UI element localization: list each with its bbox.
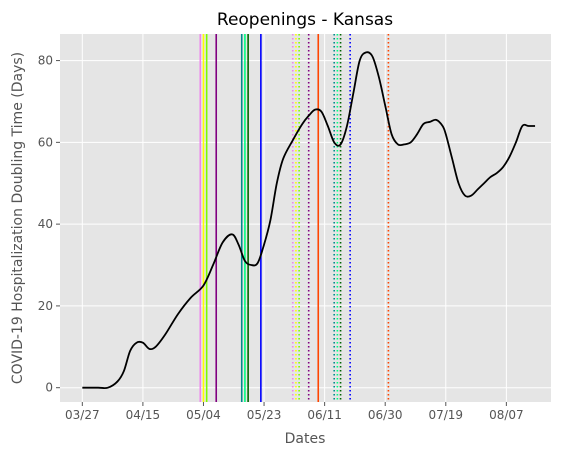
chart-title: Reopenings - Kansas xyxy=(217,10,393,30)
x-tick-label: 04/15 xyxy=(126,408,161,422)
x-tick-label: 08/07 xyxy=(489,408,524,422)
x-tick-label: 03/27 xyxy=(65,408,100,422)
x-tick-label: 05/23 xyxy=(247,408,282,422)
y-tick-label: 60 xyxy=(38,135,53,149)
x-tick-label: 06/11 xyxy=(307,408,342,422)
x-tick-label: 07/19 xyxy=(428,408,463,422)
x-tick-label: 06/30 xyxy=(368,408,403,422)
x-axis-ticks: 03/27 04/15 05/04 05/23 06/11 06/30 07/19 08/07 xyxy=(65,402,524,422)
y-tick-label: 20 xyxy=(38,299,53,313)
x-axis-label: Dates xyxy=(285,431,326,447)
y-axis-ticks: 0 20 40 60 80 xyxy=(38,54,60,395)
y-tick-label: 40 xyxy=(38,217,53,231)
x-tick-label: 05/04 xyxy=(186,408,221,422)
y-tick-label: 0 xyxy=(45,381,53,395)
reopening-lines xyxy=(199,34,390,402)
y-axis-label: COVID-19 Hospitalization Doubling Time (… xyxy=(10,52,26,384)
plot-area xyxy=(60,34,551,402)
y-tick-label: 80 xyxy=(38,54,53,68)
series-line-doubling-time xyxy=(82,51,536,390)
